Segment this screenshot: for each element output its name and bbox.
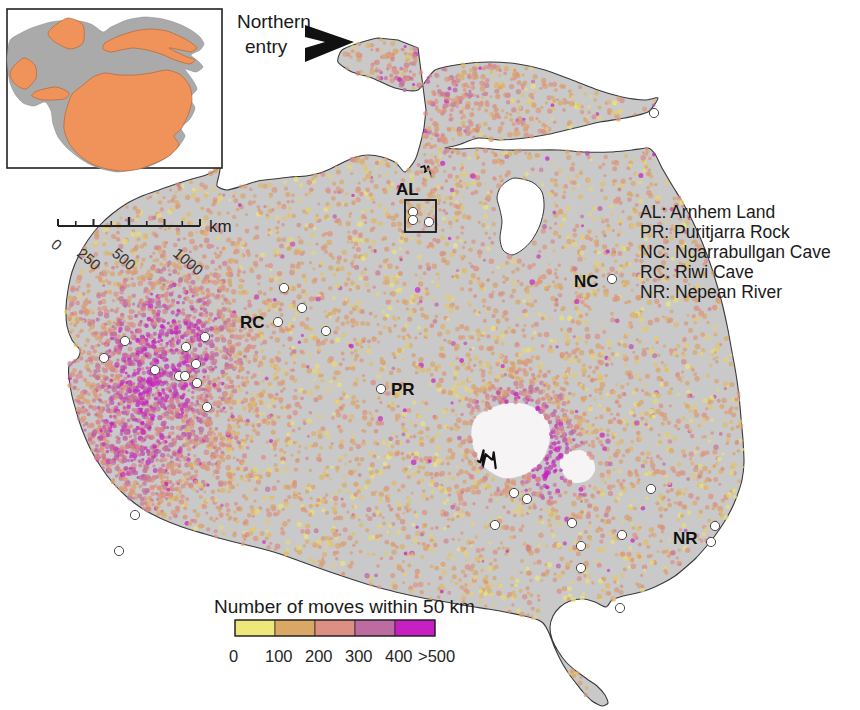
svg-text:Number of moves within 50 km: Number of moves within 50 km <box>214 596 475 617</box>
svg-text:RC: RC <box>240 313 265 332</box>
svg-text:NC: Ngarrabullgan Cave: NC: Ngarrabullgan Cave <box>640 242 831 262</box>
svg-text:NR: Nepean River: NR: Nepean River <box>640 282 782 302</box>
svg-text:entry: entry <box>245 36 288 57</box>
svg-text:NC: NC <box>574 272 599 291</box>
svg-text:100: 100 <box>265 647 293 665</box>
svg-text:300: 300 <box>345 647 373 665</box>
svg-text:>500: >500 <box>418 647 455 665</box>
svg-text:PR: Puritjarra Rock: PR: Puritjarra Rock <box>640 222 790 242</box>
svg-text:km: km <box>209 217 232 236</box>
svg-text:RC: Riwi Cave: RC: Riwi Cave <box>640 262 754 282</box>
svg-text:0: 0 <box>229 647 238 665</box>
svg-text:AL: AL <box>396 180 419 199</box>
svg-text:Northern: Northern <box>237 11 311 32</box>
svg-text:200: 200 <box>305 647 333 665</box>
svg-text:400: 400 <box>385 647 413 665</box>
svg-text:PR: PR <box>391 380 415 399</box>
svg-text:AL: Arnhem Land: AL: Arnhem Land <box>640 202 775 222</box>
svg-text:NR: NR <box>673 529 698 548</box>
